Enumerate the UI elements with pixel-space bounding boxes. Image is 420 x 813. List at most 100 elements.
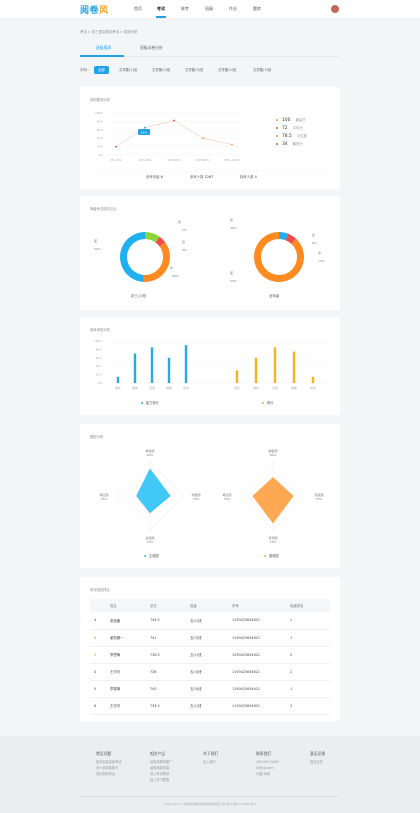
y-tick-label: 40% xyxy=(97,136,104,140)
radar-label: 判断题 xyxy=(191,492,200,497)
nav-home[interactable]: 首页 xyxy=(134,6,142,11)
bar xyxy=(133,353,137,383)
subject-pill-1[interactable]: 文学集(1)班 xyxy=(119,67,138,72)
bar xyxy=(311,376,315,383)
radar-label-pct: 75% xyxy=(101,497,108,501)
line-point xyxy=(115,145,117,148)
score-legend: 100 最高分 72 平均分 78.5 中位数 34 最低分 xyxy=(276,117,307,149)
nav-class[interactable]: 班级 xyxy=(205,6,213,11)
radar-legend-a: 主观题 xyxy=(149,553,159,558)
bar xyxy=(235,370,239,383)
bar xyxy=(292,351,296,383)
radar-label: 多选题 xyxy=(145,535,154,540)
nav-joint-exam[interactable]: 联考 xyxy=(181,6,189,11)
x-tick-label: 40%-60% xyxy=(167,158,181,162)
tab-class-paper-analysis[interactable]: 班级试卷分析 xyxy=(140,45,163,50)
donut-callout-pct: 35% xyxy=(230,226,237,230)
donut-callout-name: 良 xyxy=(312,232,315,237)
donut-slice xyxy=(254,232,284,282)
copyright: Copyright © 深圳市阅卷风教育科技有限公司 粤ICP备1234567号… xyxy=(163,802,257,806)
score-overview-card: 成绩概况分析 100% 80% 60% 40% 20% 0% 0%-20% 20%-40% 4… xyxy=(80,87,340,189)
x-tick-label: 0%-20% xyxy=(110,158,122,162)
id-cell: 1190425834621 xyxy=(232,612,290,630)
name-cell: 王可可 xyxy=(110,663,150,681)
subject-distribution-card: 各科成绩分布 100% 80% 60% 40% 20% 0% 语文 数学 英语 物理 化学 语文 数学… xyxy=(80,317,340,415)
radar-label-pct: 60% xyxy=(147,453,154,457)
line-chart: 100% 80% 60% 40% 20% 0% 0%-20% 20%-40% 40%-60% 6… xyxy=(90,111,330,172)
footer-link[interactable]: 如何创建阅卷考试 xyxy=(96,760,122,764)
footer-link[interactable]: 阅卷风服务端 xyxy=(150,766,170,770)
col-class: 班级 xyxy=(190,599,232,612)
subject-pill-4[interactable]: 文学集(4)班 xyxy=(218,67,237,72)
radar-label-pct: 60% xyxy=(270,453,277,457)
id-cell: 1190425834621 xyxy=(232,697,290,715)
subject-pill-all[interactable]: 全部 xyxy=(94,65,109,74)
footer-link[interactable]: 加入我们 xyxy=(203,760,216,764)
bar-chart: 100%80%60%40%20%0% 语文 数学 英语 物理 化学 语文 数学 英语 物理 化学 … xyxy=(94,339,330,405)
donut-callout-pct: 36% xyxy=(172,274,179,278)
nav-exam[interactable]: 考试 xyxy=(157,6,165,11)
donut-callout-name: 良 xyxy=(182,239,185,244)
rank-cell: 6 xyxy=(90,697,110,715)
bar xyxy=(254,357,258,383)
y-tick-label: 100% xyxy=(94,339,102,343)
nav-question-bank[interactable]: 题库 xyxy=(253,6,261,11)
radar-label: 填空题 xyxy=(222,492,231,497)
subject-label: 学科： xyxy=(80,68,91,72)
card-title: 各科成绩分布 xyxy=(90,328,110,332)
avatar[interactable] xyxy=(330,4,340,14)
y-tick-label: 40% xyxy=(96,364,103,368)
class-rank-cell: 1 xyxy=(290,680,330,698)
donut-callout-pct: 13% xyxy=(318,259,325,263)
nav-homework[interactable]: 作业 xyxy=(229,6,237,11)
donut-callout-name: 差 xyxy=(94,238,97,243)
table-row[interactable]: 1 张淑媛 744.5 五(1)班 1190425834621 1 xyxy=(90,612,330,630)
legend-dot xyxy=(276,135,278,137)
table-row[interactable]: 6 王可可 734.5 五(1)班 1190425834621 3 xyxy=(90,697,330,715)
radar-label-pct: 75% xyxy=(224,497,231,501)
footer-link[interactable]: 提交反馈 xyxy=(310,760,323,764)
tab-class-report[interactable]: 班级报表 xyxy=(96,45,112,50)
legend-avg: 72 平均分 xyxy=(276,125,307,133)
score-cell: 740 xyxy=(150,680,190,698)
footer-divider xyxy=(80,796,340,797)
footer-link[interactable]: 阅卷风教育推广 xyxy=(150,760,173,764)
x-tick-label: 化学 xyxy=(183,386,189,390)
x-tick-label: 英语 xyxy=(272,386,278,390)
footer-text: 中国·深圳 xyxy=(256,772,270,776)
class-cell: 五(1)班 xyxy=(190,646,232,664)
table-row[interactable]: 4 王可可 736 五(3)班 1190425834621 2 xyxy=(90,663,330,681)
footer-link[interactable]: 成绩如何导出 xyxy=(96,772,116,776)
table-row[interactable]: 5 李赛琳 740 五(5)班 1190425834621 1 xyxy=(90,680,330,698)
radar-label: 填空题 xyxy=(99,492,108,497)
line-point xyxy=(202,137,204,140)
subject-pill-3[interactable]: 文学集(3)班 xyxy=(185,67,204,72)
class-cell: 五(1)班 xyxy=(190,697,232,715)
rank-cell: 5 xyxy=(90,680,110,698)
bar xyxy=(273,347,277,383)
ranking-card: 考试成绩排名 姓名 总分 班级 学号 班级排名 1 张淑媛 744.5 五(1)班 11… xyxy=(80,577,340,721)
donut-callout-name: 优 xyxy=(178,219,181,224)
y-tick-label: 60% xyxy=(97,128,104,132)
stat-participants: 参考人数 1267 xyxy=(190,175,214,179)
y-tick-label: 0% xyxy=(98,381,103,385)
x-tick-label: 数学 xyxy=(253,386,259,390)
donut-callout-name: 中 xyxy=(170,265,173,270)
ranking-table: 姓名 总分 班级 学号 班级排名 1 张淑媛 744.5 五(1)班 119042583… xyxy=(90,599,330,715)
subject-pill-2[interactable]: 文学集(2)班 xyxy=(152,67,171,72)
class-rank-cell: 2 xyxy=(290,646,330,664)
x-tick-label: 数学 xyxy=(132,386,138,390)
footer-link[interactable]: 线上学习联盟 xyxy=(150,778,170,782)
table-row[interactable]: 2 谢勤娜一 741 五(3)班 1190425834621 1 xyxy=(90,629,330,647)
bar-legend-a: 能力得分 xyxy=(146,400,160,405)
footer-link[interactable]: 怎么使用客观卡 xyxy=(96,766,119,770)
logo[interactable]: 阅卷风 xyxy=(80,6,109,16)
y-tick-label: 20% xyxy=(96,373,103,377)
footer-link[interactable]: 线上考试联测 xyxy=(150,772,170,776)
class-cell: 五(3)班 xyxy=(190,663,232,681)
table-header-row: 姓名 总分 班级 学号 班级排名 xyxy=(90,599,330,612)
subject-pill-5[interactable]: 文学集(5)班 xyxy=(253,67,272,72)
table-row[interactable]: 3 李思梅 738.5 五(1)班 1190425834621 2 xyxy=(90,646,330,664)
bar xyxy=(116,376,120,383)
